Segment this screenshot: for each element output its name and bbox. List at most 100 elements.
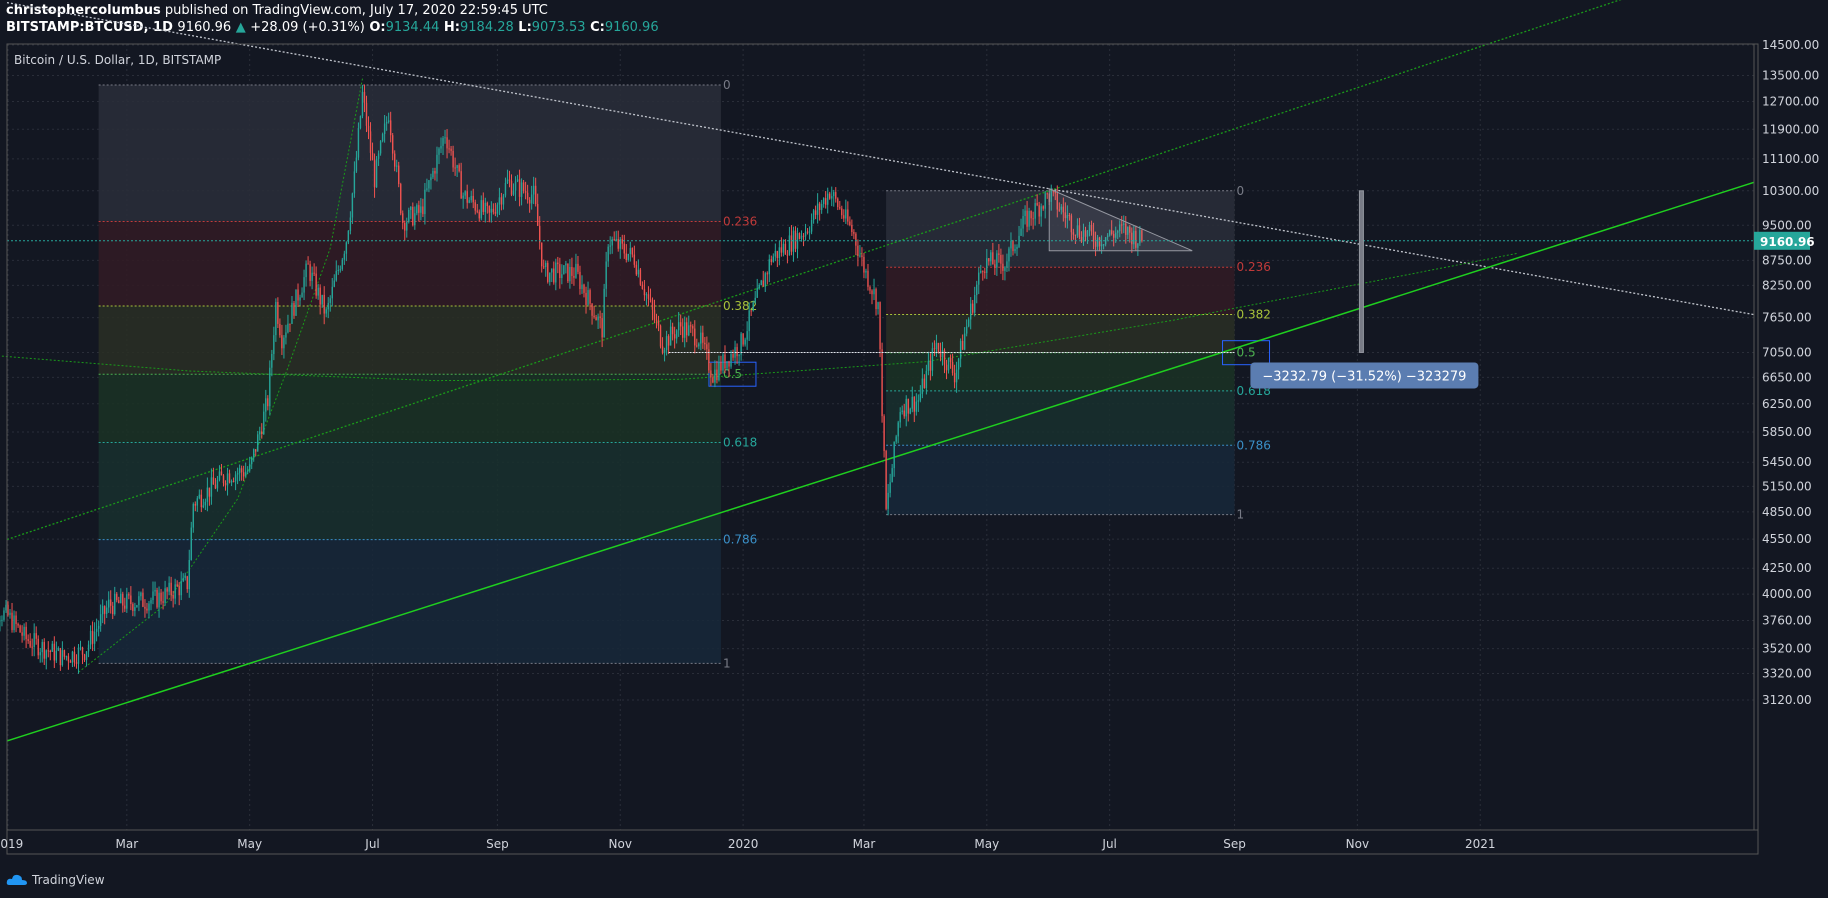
- candle-body: [696, 345, 698, 347]
- candle-body: [939, 351, 942, 358]
- candle-body: [953, 372, 956, 383]
- candle-body: [269, 367, 271, 407]
- candle-body: [1040, 206, 1042, 217]
- candle-body: [305, 263, 307, 278]
- fib-zone: [98, 539, 721, 664]
- candle-body: [490, 208, 493, 213]
- fib-level-label: 0.786: [1237, 438, 1271, 452]
- candle-body: [212, 477, 215, 485]
- price-tick-label: 13500.00: [1762, 68, 1819, 82]
- candle-body: [829, 193, 831, 199]
- candle-body: [436, 154, 438, 174]
- candle-body: [343, 253, 346, 260]
- candle-body: [877, 302, 879, 310]
- candle-body: [629, 248, 632, 254]
- candle-body: [39, 652, 41, 656]
- candle-body: [1006, 261, 1008, 268]
- candle-body: [528, 199, 531, 204]
- candle-body: [837, 198, 839, 208]
- price-tick-label: 4550.00: [1762, 532, 1812, 546]
- candle-body: [744, 339, 746, 345]
- candle-body: [581, 284, 583, 289]
- fib-level-label: 1: [1237, 508, 1245, 522]
- candle-body: [597, 316, 599, 321]
- candle-body: [396, 165, 398, 167]
- candle-body: [164, 588, 166, 603]
- candle-body: [361, 91, 364, 117]
- candle-body: [665, 336, 668, 350]
- candle-body: [931, 348, 934, 371]
- candle-body: [857, 245, 859, 256]
- candle-body: [1052, 191, 1054, 193]
- candle-body: [1028, 210, 1030, 227]
- candle-body: [387, 120, 390, 122]
- candle-body: [941, 350, 944, 358]
- arc-curve: [78, 78, 363, 673]
- candle-body: [432, 170, 434, 178]
- candle-body: [621, 239, 623, 244]
- time-tick-label: Nov: [609, 837, 632, 851]
- candle-body: [59, 648, 62, 666]
- candle-body: [690, 325, 692, 327]
- candle-body: [355, 157, 358, 172]
- fib-retracements[interactable]: 0 0.236 0.382 0.5 0.618 0.786 1 0 0.236 0.382 0.5 0…: [98, 78, 1271, 670]
- tradingview-logo[interactable]: TradingView: [6, 873, 105, 887]
- candle-body: [869, 286, 871, 291]
- candle-body: [935, 342, 938, 350]
- candle-body: [625, 253, 627, 260]
- candle-body: [1090, 225, 1093, 232]
- time-axis[interactable]: 2019 Mar May Jul Sep Nov 2020 Mar May Jul Sep Nov 20…: [0, 837, 1496, 851]
- candle-body: [383, 123, 386, 135]
- candle-body: [1084, 230, 1087, 237]
- candle-body: [1127, 226, 1129, 235]
- time-tick-label: Mar: [116, 837, 139, 851]
- candle-body: [154, 590, 156, 592]
- candle-body: [627, 253, 630, 260]
- candle-body: [434, 170, 436, 174]
- candle-body: [331, 286, 333, 299]
- last-price-label: 9160.96: [1760, 235, 1815, 249]
- candle-body: [551, 268, 553, 273]
- candle-body: [510, 180, 513, 195]
- candle-body: [1131, 232, 1133, 245]
- candle-body: [927, 360, 930, 371]
- candle-body: [244, 471, 247, 477]
- candle-body: [170, 582, 172, 596]
- measure-bar: [1358, 190, 1364, 353]
- fib-level-label: 0.618: [723, 435, 757, 449]
- candle-body: [1012, 240, 1014, 252]
- price-axis[interactable]: 14500.00 13500.00 12700.00 11900.00 11100.00…: [1754, 38, 1819, 707]
- candle-body: [855, 233, 857, 246]
- measure-label-box: [1250, 362, 1479, 389]
- candle-body: [742, 333, 744, 345]
- candle-body: [299, 297, 301, 301]
- candle-body: [1129, 226, 1131, 233]
- candle-body: [649, 298, 652, 300]
- candle-body: [917, 400, 920, 402]
- candle-body: [585, 292, 587, 305]
- candle-body: [637, 269, 640, 275]
- candle-body: [103, 606, 106, 614]
- candle-body: [440, 145, 442, 149]
- candle-body: [369, 131, 372, 153]
- candle-body: [206, 487, 209, 502]
- author[interactable]: christophercolumbus: [6, 3, 161, 18]
- candle-body: [990, 252, 992, 262]
- drawings[interactable]: −3232.79 (−31.52%) −323279: [7, 187, 1754, 389]
- candle-body: [1110, 230, 1113, 234]
- candle-body: [208, 487, 211, 497]
- trendlines[interactable]: [0, 0, 1755, 742]
- candle-body: [430, 177, 432, 181]
- candle-body: [105, 607, 108, 614]
- candle-body: [1139, 230, 1141, 244]
- price-tick-label: 3120.00: [1762, 693, 1812, 707]
- candle-body: [190, 527, 192, 561]
- candle-body: [484, 202, 487, 212]
- price-tick-label: 9500.00: [1762, 218, 1812, 232]
- fib-zone: [886, 267, 1235, 315]
- candle-body: [897, 422, 899, 437]
- candle-body: [1098, 237, 1101, 247]
- candle-body: [158, 592, 160, 608]
- candle-body: [1078, 225, 1081, 238]
